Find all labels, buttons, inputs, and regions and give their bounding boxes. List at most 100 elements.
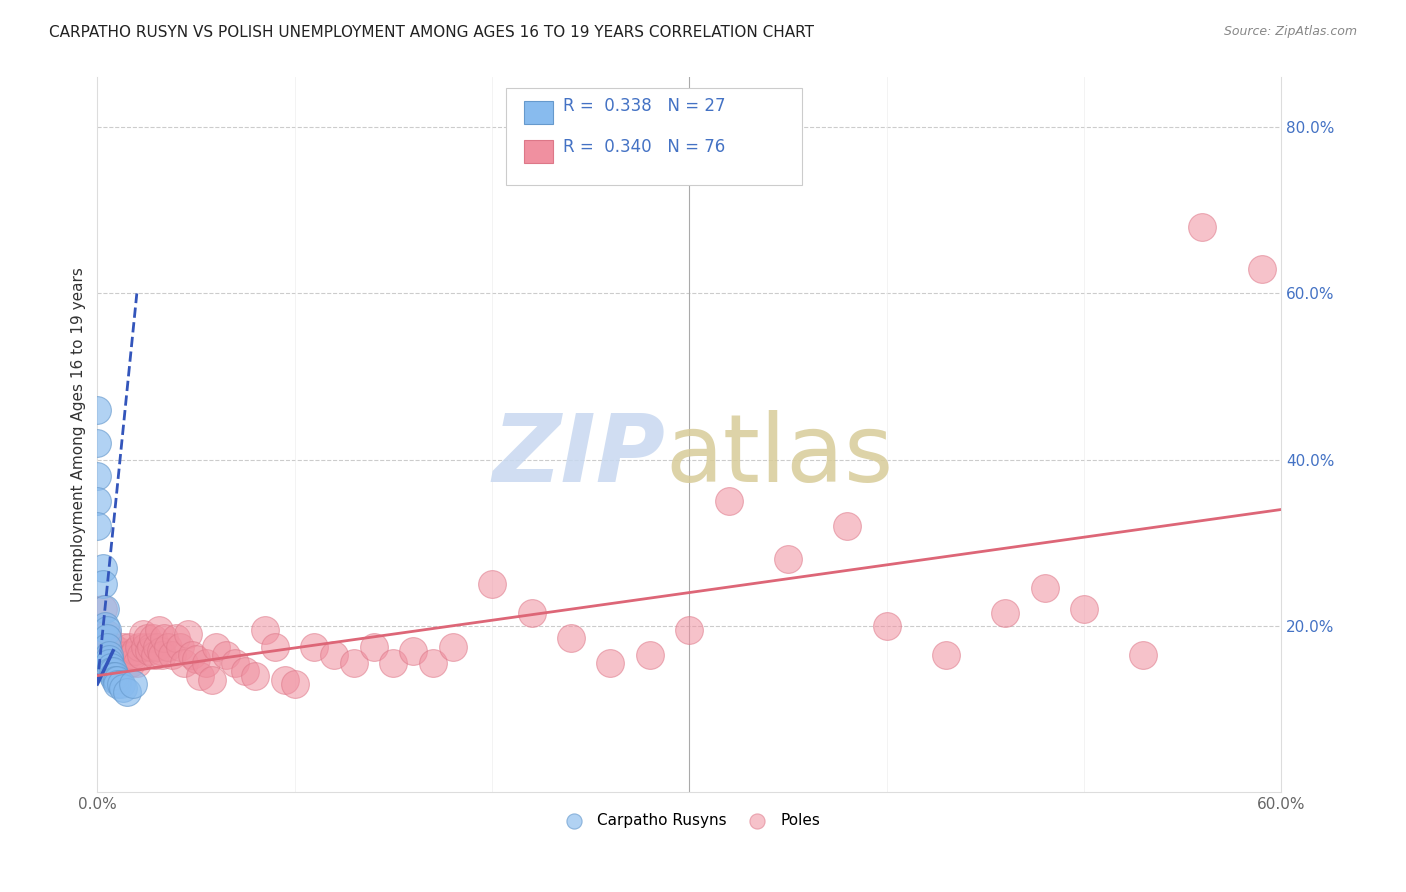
Point: [91, 577, 114, 591]
Point: [520, 607, 543, 621]
Point: [149, 644, 172, 658]
Point: [135, 632, 157, 646]
Point: [204, 640, 226, 654]
Point: [1033, 582, 1056, 596]
Point: [138, 644, 160, 658]
Point: [94, 602, 117, 616]
Point: [105, 673, 128, 687]
Point: [152, 648, 174, 662]
Point: [129, 648, 152, 662]
Text: atlas: atlas: [665, 410, 894, 502]
Text: ZIP: ZIP: [494, 410, 665, 502]
Legend: Carpatho Rusyns, Poles: Carpatho Rusyns, Poles: [553, 807, 827, 834]
Point: [264, 640, 287, 654]
Point: [560, 632, 582, 646]
Point: [111, 681, 134, 695]
Point: [935, 648, 957, 662]
Point: [254, 623, 277, 637]
Point: [214, 648, 236, 662]
Point: [284, 677, 307, 691]
Point: [194, 656, 217, 670]
Point: [134, 640, 156, 654]
Point: [776, 552, 799, 566]
Point: [96, 627, 118, 641]
Point: [717, 494, 740, 508]
Point: [86, 402, 108, 417]
Point: [169, 640, 191, 654]
Point: [402, 644, 425, 658]
Point: [98, 648, 121, 662]
Point: [100, 660, 122, 674]
Point: [96, 640, 118, 654]
Point: [162, 648, 184, 662]
Point: [125, 656, 148, 670]
Point: [145, 640, 167, 654]
Point: [157, 640, 180, 654]
Point: [181, 648, 204, 662]
Point: [1250, 261, 1272, 276]
Point: [184, 652, 207, 666]
Point: [994, 607, 1017, 621]
Point: [120, 656, 142, 670]
Point: [142, 632, 165, 646]
Point: [96, 632, 118, 646]
Point: [1132, 648, 1154, 662]
Point: [245, 668, 267, 682]
Point: [91, 602, 114, 616]
Point: [122, 648, 145, 662]
Point: [1191, 219, 1213, 234]
Text: Source: ZipAtlas.com: Source: ZipAtlas.com: [1223, 25, 1357, 38]
Point: [165, 632, 187, 646]
Point: [441, 640, 464, 654]
Point: [148, 623, 170, 637]
Point: [110, 648, 132, 662]
Point: [224, 656, 246, 670]
Point: [235, 665, 257, 679]
Point: [115, 685, 138, 699]
Text: CARPATHO RUSYN VS POLISH UNEMPLOYMENT AMONG AGES 16 TO 19 YEARS CORRELATION CHAR: CARPATHO RUSYN VS POLISH UNEMPLOYMENT AM…: [49, 25, 814, 40]
Point: [382, 656, 405, 670]
Point: [101, 665, 124, 679]
Point: [118, 640, 141, 654]
Point: [139, 640, 162, 654]
Point: [86, 519, 108, 533]
Point: [105, 677, 128, 691]
Point: [876, 619, 898, 633]
Point: [100, 644, 122, 658]
Point: [96, 623, 118, 637]
Point: [177, 627, 200, 641]
Point: [422, 656, 444, 670]
Point: [274, 673, 297, 687]
Point: [128, 640, 150, 654]
Text: R =  0.338   N = 27: R = 0.338 N = 27: [562, 97, 725, 115]
FancyBboxPatch shape: [523, 140, 553, 163]
Point: [91, 560, 114, 574]
Point: [104, 648, 127, 662]
Point: [104, 673, 127, 687]
Point: [124, 644, 146, 658]
FancyBboxPatch shape: [523, 101, 553, 124]
Point: [638, 648, 661, 662]
Point: [86, 436, 108, 450]
Point: [115, 648, 138, 662]
Point: [111, 640, 134, 654]
Point: [173, 656, 195, 670]
Point: [94, 619, 117, 633]
Point: [98, 640, 121, 654]
Point: [153, 632, 176, 646]
Point: [108, 644, 131, 658]
Point: [86, 469, 108, 483]
Point: [86, 494, 108, 508]
Point: [105, 648, 128, 662]
Point: [323, 648, 346, 662]
Point: [304, 640, 326, 654]
Point: [100, 665, 122, 679]
Point: [837, 519, 859, 533]
Point: [98, 652, 121, 666]
Point: [132, 627, 155, 641]
Point: [104, 668, 127, 682]
Point: [98, 656, 121, 670]
Point: [101, 668, 124, 682]
Y-axis label: Unemployment Among Ages 16 to 19 years: Unemployment Among Ages 16 to 19 years: [72, 268, 86, 602]
Point: [110, 677, 132, 691]
